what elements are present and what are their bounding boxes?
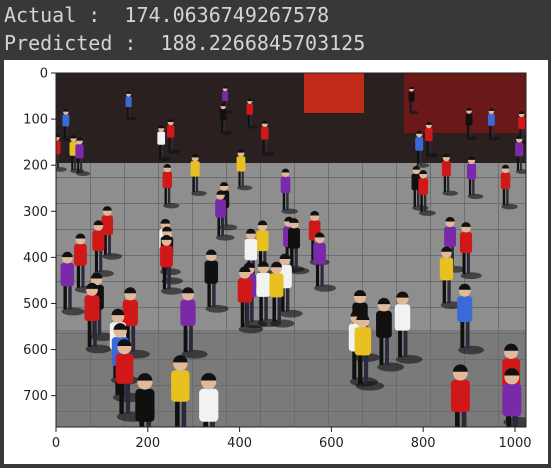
pedestrian (101, 206, 122, 260)
y-tick-label: 0 (40, 67, 48, 82)
pedestrian (487, 108, 501, 141)
pedestrian (199, 372, 219, 427)
pedestrians (56, 86, 526, 427)
pedestrian (466, 156, 484, 200)
pedestrian (237, 266, 264, 334)
pedestrian (122, 287, 150, 359)
actual-value: 174.0636749267578 (124, 3, 330, 27)
y-tick-label: 300 (23, 205, 48, 220)
pedestrian (75, 137, 91, 177)
pedestrian (157, 125, 172, 162)
pedestrian (166, 119, 181, 154)
pedestrian (415, 130, 430, 168)
y-axis: 0 100 200 300 400 500 600 700 (23, 67, 56, 404)
y-tick-label: 500 (23, 297, 48, 312)
pedestrian (236, 149, 253, 191)
x-tick-label: 200 (135, 436, 160, 451)
pedestrian (261, 120, 275, 156)
y-tick-label: 400 (23, 251, 48, 266)
y-tick-label: 100 (23, 113, 48, 128)
predicted-label: Predicted : (4, 31, 137, 55)
x-tick-label: 0 (52, 436, 60, 451)
pedestrian (502, 368, 522, 427)
pedestrian (515, 135, 526, 174)
crowd-image (56, 73, 526, 427)
x-axis: 0 200 400 600 800 1000 (52, 427, 532, 451)
pedestrian (278, 253, 303, 318)
pedestrian (500, 164, 518, 210)
pedestrian (56, 133, 67, 172)
pedestrian (465, 107, 478, 141)
pedestrian (219, 103, 232, 135)
x-tick-label: 600 (319, 436, 344, 451)
actual-label: Actual : (4, 3, 101, 27)
x-tick-label: 400 (227, 436, 252, 451)
pedestrian (171, 355, 190, 427)
pedestrian (457, 283, 485, 355)
pedestrian (354, 313, 384, 391)
pedestrian (313, 232, 336, 292)
actual-count-line: Actual : 174.0636749267578 (4, 3, 329, 27)
pedestrian (84, 282, 112, 354)
pedestrian (408, 86, 420, 115)
x-tick-label: 800 (411, 436, 436, 451)
pedestrian (60, 251, 85, 316)
y-tick-label: 600 (23, 343, 48, 358)
pedestrian (394, 291, 423, 364)
pedestrian (190, 153, 207, 196)
plot-frame (55, 72, 527, 428)
pedestrian (180, 287, 208, 359)
pedestrian (269, 261, 295, 328)
pedestrian (418, 170, 436, 216)
pedestrian (459, 222, 482, 280)
pedestrian (280, 168, 298, 215)
pedestrian (287, 218, 310, 275)
pedestrian (125, 91, 137, 121)
y-tick-label: 700 (23, 389, 48, 404)
pedestrian (162, 163, 180, 209)
matplotlib-figure: 0 200 400 600 800 1000 0 100 200 300 400 500 600 700 (4, 60, 548, 464)
pedestrian (376, 297, 405, 372)
pedestrian (135, 373, 155, 427)
pedestrian (450, 364, 470, 427)
x-tick-label: 1000 (498, 436, 531, 451)
pedestrian (204, 249, 229, 313)
pedestrian (215, 190, 235, 241)
y-tick-label: 200 (23, 159, 48, 174)
predicted-count-line: Predicted : 188.2266845703125 (4, 31, 365, 55)
pedestrian (246, 98, 259, 129)
pedestrian (425, 121, 439, 158)
predicted-value: 188.2266845703125 (160, 31, 366, 55)
pedestrian (160, 234, 183, 295)
image-plot: 0 200 400 600 800 1000 0 100 200 300 400 500 600 700 (23, 67, 532, 452)
pedestrian (441, 153, 458, 196)
